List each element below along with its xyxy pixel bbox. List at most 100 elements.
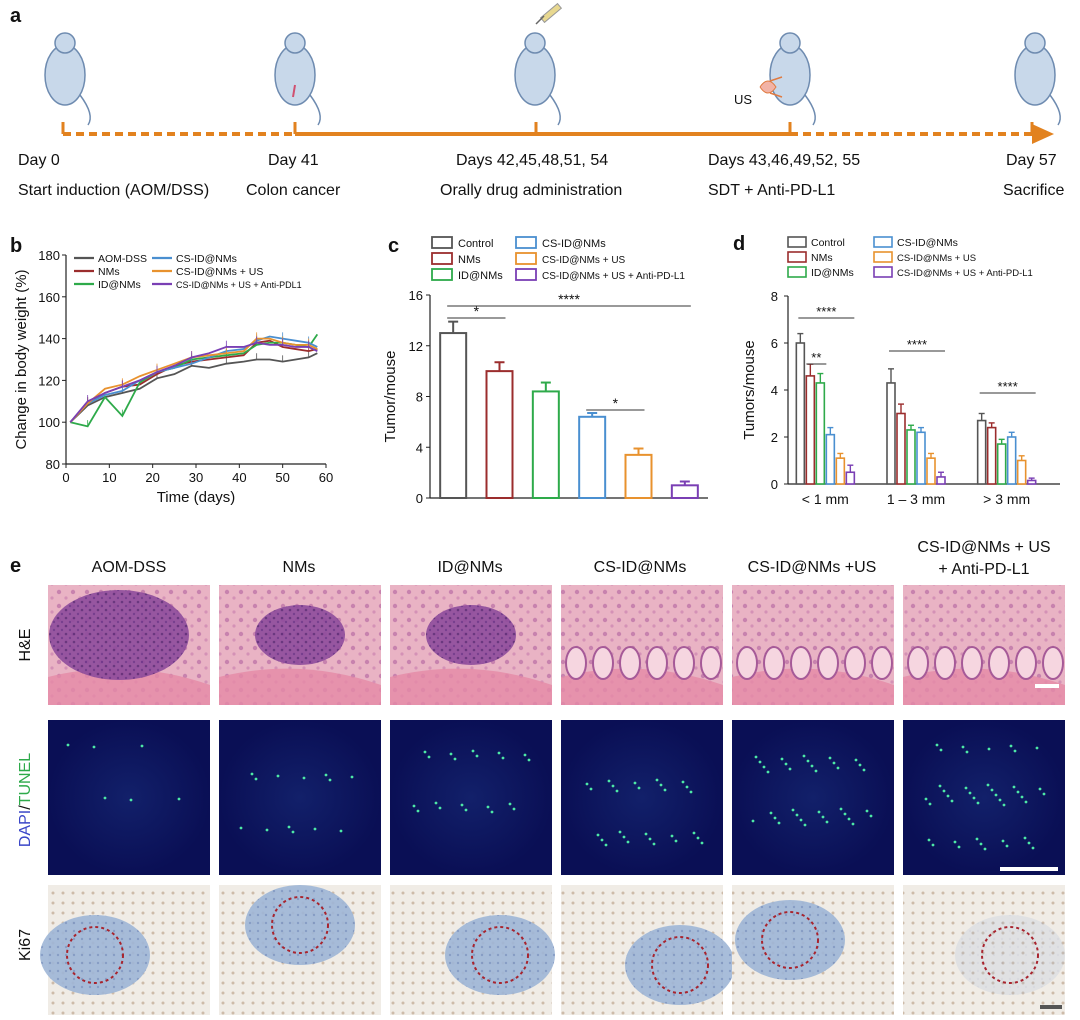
- tunel-signal: [1016, 790, 1020, 794]
- bar: [1026, 479, 1037, 485]
- tunel-signal: [434, 801, 438, 805]
- tunel-signal: [604, 843, 608, 847]
- y-tick-label: 120: [38, 373, 60, 388]
- tunel-signal: [957, 845, 961, 849]
- bar: [485, 370, 514, 499]
- syringe-icon: [535, 2, 563, 25]
- tunel-signal: [791, 808, 795, 812]
- tunel-signal: [622, 835, 626, 839]
- tunel-signal: [795, 813, 799, 817]
- tunel-signal: [799, 818, 803, 822]
- chart-b: 80 100 120 140 160 180 0 10 20 30 40 50 60 Time (days…: [13, 248, 333, 506]
- tunel-signal: [618, 830, 622, 834]
- tunel-signal: [700, 841, 704, 845]
- legend-swatch: [515, 252, 537, 265]
- tunel-signal: [512, 807, 516, 811]
- legend-label: ID@NMs: [98, 279, 141, 291]
- ki67-tumor-outline: [761, 911, 819, 969]
- tunel-signal: [250, 772, 254, 776]
- legend-label: ID@NMs: [811, 267, 854, 279]
- scale-bar: [1040, 1005, 1062, 1009]
- bar: [1016, 459, 1027, 485]
- timeline-event: Orally drug administration: [440, 182, 622, 199]
- he-crypt: [646, 646, 668, 680]
- dapi-label: DAPI: [17, 810, 34, 847]
- x-tick-label: > 3 mm: [983, 491, 1030, 507]
- tunel-signal: [460, 803, 464, 807]
- tunel-signal: [806, 759, 810, 763]
- mouse-icon: [274, 32, 321, 126]
- y-tick-label: 8: [416, 390, 423, 405]
- tunel-signal: [1027, 841, 1031, 845]
- tunel-signal: [961, 745, 965, 749]
- he-crypt: [961, 646, 983, 680]
- tunel-label: TUNEL: [17, 753, 34, 806]
- ki67-tumor-outline: [651, 936, 709, 994]
- tunel-signal: [1005, 844, 1009, 848]
- tunel-signal: [644, 832, 648, 836]
- tunel-signal: [965, 750, 969, 754]
- tunel-signal: [648, 837, 652, 841]
- legend-label: Control: [458, 238, 493, 250]
- y-axis-label: Tumor/mouse: [382, 351, 399, 443]
- tunel-signal: [803, 823, 807, 827]
- y-axis-label: Tumors/mouse: [741, 340, 758, 439]
- bar: [815, 382, 826, 485]
- legend-label: ID@NMs: [458, 270, 503, 282]
- he-lesion: [255, 605, 345, 665]
- bar: [835, 457, 846, 485]
- bar: [531, 390, 560, 499]
- legend-swatch: [873, 236, 893, 248]
- tunel-signal: [832, 761, 836, 765]
- significance-label: **: [811, 350, 821, 365]
- histology-column-headers: AOM-DSS NMs ID@NMs CS-ID@NMs CS-ID@NMs +…: [92, 539, 1051, 578]
- tunel-signal: [501, 756, 505, 760]
- tunel-signal: [862, 768, 866, 772]
- mouse-icon: [1014, 32, 1061, 126]
- tunel-signal: [931, 843, 935, 847]
- tunel-signal: [129, 798, 133, 802]
- timeline-day: Days 42,45,48,51, 54: [456, 152, 608, 169]
- tunel-signal: [633, 781, 637, 785]
- tunel-signal: [1024, 800, 1028, 804]
- x-tick-label: 20: [145, 470, 159, 485]
- tunel-signal: [302, 776, 306, 780]
- column-header: ID@NMs: [437, 559, 502, 576]
- histology-grid: [40, 585, 1065, 1015]
- timeline-axis: [61, 122, 1054, 144]
- tunel-signal: [976, 801, 980, 805]
- timeline-day: Day 0: [18, 152, 60, 169]
- tunel-signal: [924, 797, 928, 801]
- he-crypt: [934, 646, 956, 680]
- legend-swatch: [515, 236, 537, 249]
- tunel-signal: [964, 786, 968, 790]
- tunel-signal: [777, 821, 781, 825]
- column-header: AOM-DSS: [92, 559, 167, 576]
- series-line: [69, 352, 318, 423]
- tunel-signal: [865, 809, 869, 813]
- y-axis-label: Change in body weight (%): [13, 269, 30, 449]
- tunel-signal: [975, 837, 979, 841]
- tunel-signal: [696, 836, 700, 840]
- tunel-signal: [674, 839, 678, 843]
- ki67-region: [445, 915, 555, 995]
- legend-swatch: [431, 268, 453, 281]
- tunel-signal: [527, 758, 531, 762]
- tunel-signal: [685, 785, 689, 789]
- x-tick-label: 1 – 3 mm: [887, 491, 945, 507]
- tunel-signal: [1038, 787, 1042, 791]
- he-crypt: [1042, 646, 1064, 680]
- y-tick-label: 12: [409, 339, 423, 354]
- ki67-region: [625, 925, 735, 1005]
- series-line: [69, 339, 318, 423]
- bar: [896, 412, 906, 485]
- legend-label: CS-ID@NMs + US: [897, 253, 976, 264]
- tunel-signal: [423, 750, 427, 754]
- column-header: + Anti-PD-L1: [938, 561, 1029, 578]
- tunel-signal: [287, 825, 291, 829]
- tunel-signal: [670, 834, 674, 838]
- tunel-signal: [177, 797, 181, 801]
- tunel-signal: [983, 847, 987, 851]
- tunel-signal: [626, 840, 630, 844]
- tunel-signal: [416, 809, 420, 813]
